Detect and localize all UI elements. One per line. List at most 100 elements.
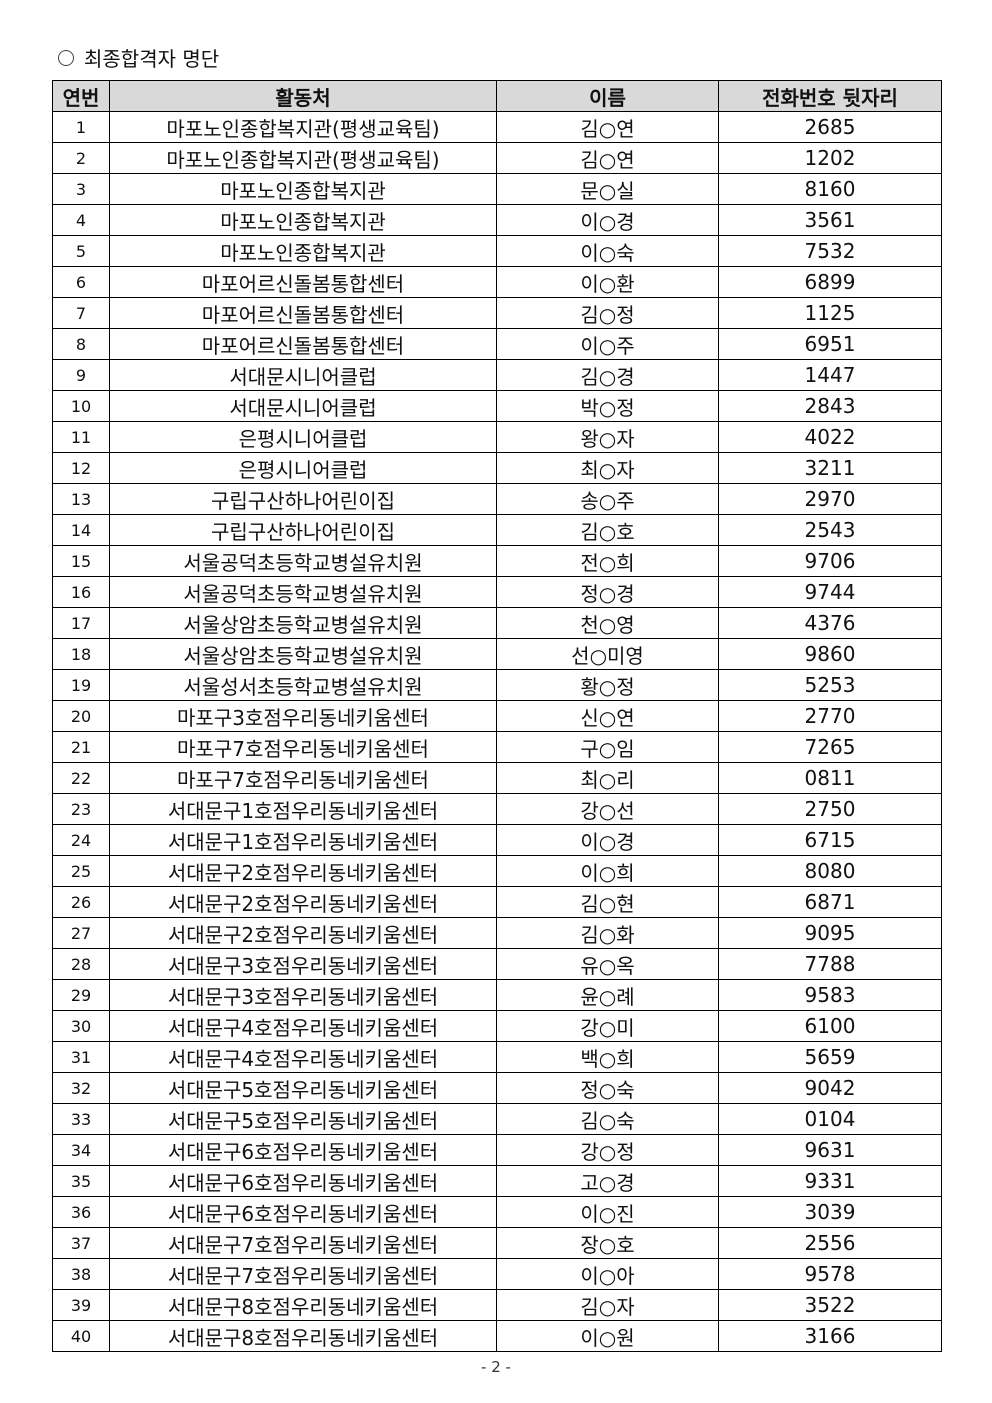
table-row: 36 서대문구6호점우리동네키움센터 이○진 3039 (52, 1196, 942, 1228)
phone-last-digits: 2685 (718, 111, 942, 143)
workplace: 서대문구3호점우리동네키움센터 (109, 948, 497, 980)
workplace: 서대문구4호점우리동네키움센터 (109, 1041, 497, 1073)
phone-last-digits: 9331 (718, 1165, 942, 1197)
phone-last-digits: 9095 (718, 917, 942, 949)
person-name: 강○미 (496, 1010, 719, 1042)
workplace: 서대문구1호점우리동네키움센터 (109, 793, 497, 825)
phone-last-digits: 5659 (718, 1041, 942, 1073)
phone-last-digits: 7788 (718, 948, 942, 980)
table-header-row: 연번 활동처 이름 전화번호 뒷자리 (52, 80, 942, 112)
person-name: 김○화 (496, 917, 719, 949)
person-name: 왕○자 (496, 421, 719, 453)
workplace: 서대문구8호점우리동네키움센터 (109, 1320, 497, 1352)
table-row: 21 마포구7호점우리동네키움센터 구○임 7265 (52, 731, 942, 763)
workplace: 마포노인종합복지관 (109, 235, 497, 267)
finalists-table: 연번 활동처 이름 전화번호 뒷자리 1 마포노인종합복지관(평생교육팀) 김○연 2… (52, 80, 942, 1352)
table-row: 40 서대문구8호점우리동네키움센터 이○원 3166 (52, 1320, 942, 1352)
row-number: 10 (52, 390, 110, 422)
person-name: 구○임 (496, 731, 719, 763)
table-row: 27 서대문구2호점우리동네키움센터 김○화 9095 (52, 917, 942, 949)
workplace: 서대문구2호점우리동네키움센터 (109, 886, 497, 918)
workplace: 마포구7호점우리동네키움센터 (109, 762, 497, 794)
workplace: 구립구산하나어린이집 (109, 514, 497, 546)
phone-last-digits: 5253 (718, 669, 942, 701)
row-number: 1 (52, 111, 110, 143)
person-name: 선○미영 (496, 638, 719, 670)
table-row: 38 서대문구7호점우리동네키움센터 이○아 9578 (52, 1258, 942, 1290)
row-number: 4 (52, 204, 110, 236)
table-row: 18 서울상암초등학교병설유치원 선○미영 9860 (52, 638, 942, 670)
table-row: 7 마포어르신돌봄통합센터 김○정 1125 (52, 297, 942, 329)
row-number: 14 (52, 514, 110, 546)
row-number: 17 (52, 607, 110, 639)
table-row: 4 마포노인종합복지관 이○경 3561 (52, 204, 942, 236)
phone-last-digits: 6951 (718, 328, 942, 360)
table-row: 16 서울공덕초등학교병설유치원 정○경 9744 (52, 576, 942, 608)
workplace: 서울성서초등학교병설유치원 (109, 669, 497, 701)
person-name: 박○정 (496, 390, 719, 422)
person-name: 이○경 (496, 824, 719, 856)
person-name: 강○정 (496, 1134, 719, 1166)
workplace: 마포어르신돌봄통합센터 (109, 328, 497, 360)
workplace: 서대문구2호점우리동네키움센터 (109, 917, 497, 949)
table-row: 8 마포어르신돌봄통합센터 이○주 6951 (52, 328, 942, 360)
row-number: 24 (52, 824, 110, 856)
section-title: 최종합격자 명단 (58, 43, 219, 72)
phone-last-digits: 9583 (718, 979, 942, 1011)
person-name: 문○실 (496, 173, 719, 205)
workplace: 서울공덕초등학교병설유치원 (109, 576, 497, 608)
row-number: 19 (52, 669, 110, 701)
row-number: 39 (52, 1289, 110, 1321)
workplace: 서대문구4호점우리동네키움센터 (109, 1010, 497, 1042)
person-name: 장○호 (496, 1227, 719, 1259)
phone-last-digits: 1125 (718, 297, 942, 329)
phone-last-digits: 4022 (718, 421, 942, 453)
row-number: 31 (52, 1041, 110, 1073)
phone-last-digits: 2543 (718, 514, 942, 546)
row-number: 16 (52, 576, 110, 608)
table-row: 6 마포어르신돌봄통합센터 이○환 6899 (52, 266, 942, 298)
header-phone: 전화번호 뒷자리 (718, 80, 942, 112)
row-number: 32 (52, 1072, 110, 1104)
workplace: 마포구3호점우리동네키움센터 (109, 700, 497, 732)
person-name: 고○경 (496, 1165, 719, 1197)
table-row: 24 서대문구1호점우리동네키움센터 이○경 6715 (52, 824, 942, 856)
phone-last-digits: 6100 (718, 1010, 942, 1042)
person-name: 이○아 (496, 1258, 719, 1290)
phone-last-digits: 9744 (718, 576, 942, 608)
phone-last-digits: 0811 (718, 762, 942, 794)
phone-last-digits: 3522 (718, 1289, 942, 1321)
phone-last-digits: 0104 (718, 1103, 942, 1135)
table-row: 15 서울공덕초등학교병설유치원 전○희 9706 (52, 545, 942, 577)
table-row: 39 서대문구8호점우리동네키움센터 김○자 3522 (52, 1289, 942, 1321)
table-row: 29 서대문구3호점우리동네키움센터 윤○례 9583 (52, 979, 942, 1011)
phone-last-digits: 9578 (718, 1258, 942, 1290)
row-number: 38 (52, 1258, 110, 1290)
person-name: 송○주 (496, 483, 719, 515)
person-name: 김○경 (496, 359, 719, 391)
row-number: 29 (52, 979, 110, 1011)
workplace: 마포노인종합복지관 (109, 173, 497, 205)
table-row: 12 은평시니어클럽 최○자 3211 (52, 452, 942, 484)
table-row: 20 마포구3호점우리동네키움센터 신○연 2770 (52, 700, 942, 732)
circle-bullet-icon (58, 49, 74, 66)
phone-last-digits: 9860 (718, 638, 942, 670)
row-number: 18 (52, 638, 110, 670)
row-number: 20 (52, 700, 110, 732)
row-number: 25 (52, 855, 110, 887)
workplace: 마포노인종합복지관(평생교육팀) (109, 142, 497, 174)
row-number: 8 (52, 328, 110, 360)
person-name: 김○숙 (496, 1103, 719, 1135)
workplace: 마포어르신돌봄통합센터 (109, 297, 497, 329)
table-row: 1 마포노인종합복지관(평생교육팀) 김○연 2685 (52, 111, 942, 143)
section-title-text: 최종합격자 명단 (84, 47, 220, 71)
person-name: 이○진 (496, 1196, 719, 1228)
workplace: 서대문구2호점우리동네키움센터 (109, 855, 497, 887)
phone-last-digits: 2770 (718, 700, 942, 732)
table-row: 34 서대문구6호점우리동네키움센터 강○정 9631 (52, 1134, 942, 1166)
row-number: 9 (52, 359, 110, 391)
table-row: 28 서대문구3호점우리동네키움센터 유○옥 7788 (52, 948, 942, 980)
person-name: 천○영 (496, 607, 719, 639)
table-row: 30 서대문구4호점우리동네키움센터 강○미 6100 (52, 1010, 942, 1042)
phone-last-digits: 6899 (718, 266, 942, 298)
